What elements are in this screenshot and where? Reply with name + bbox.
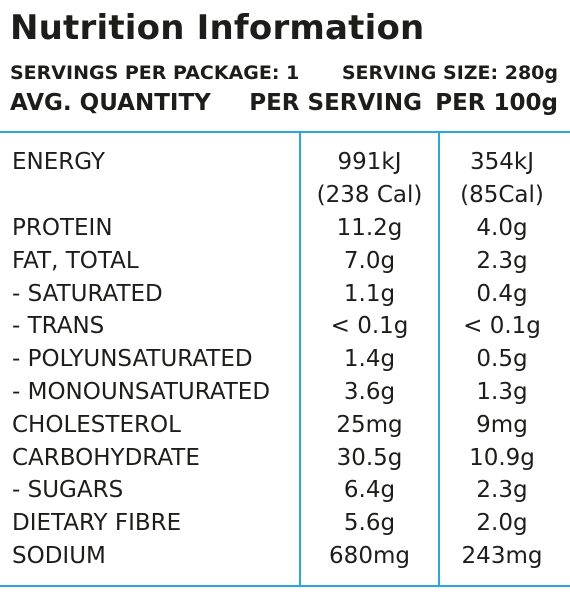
per-100g-value: 2.0g xyxy=(476,510,528,537)
table-row: CARBOHYDRATE 30.5g 10.9g xyxy=(0,442,570,475)
per-serving-value: 7.0g xyxy=(343,247,396,274)
header-avg-quantity: AVG. QUANTITY xyxy=(10,90,211,116)
per-100g-value: 2.3g xyxy=(476,247,528,274)
per-100g-value: 243mg xyxy=(461,542,543,569)
table-row: - TRANS < 0.1g < 0.1g xyxy=(0,310,570,343)
per-serving-value: 3.6g xyxy=(343,378,396,405)
nutrient-name: CARBOHYDRATE xyxy=(12,444,200,471)
nutrient-name: PROTEIN xyxy=(12,215,113,241)
serving-size: SERVING SIZE: 280g xyxy=(341,62,558,84)
nutrient-name: - TRANS xyxy=(12,313,105,340)
table-row: - SATURATED 1.1g 0.4g xyxy=(0,278,570,311)
per-serving-value: 1.4g xyxy=(343,346,396,373)
table-top-rule xyxy=(0,131,570,133)
per-serving-value: 6.4g xyxy=(343,477,396,504)
servings-info: SERVINGS PER PACKAGE: 1 SERVING SIZE: 28… xyxy=(10,62,558,84)
nutrient-table: ENERGY 991kJ (238 Cal) 354kJ (85Cal) PROTE… xyxy=(0,146,570,573)
table-row: CHOLESTEROL 25mg 9mg xyxy=(0,409,570,442)
column-divider-2 xyxy=(438,133,440,585)
per-100g-value: < 0.1g xyxy=(463,313,541,340)
nutrient-name: CHOLESTEROL xyxy=(12,411,181,438)
nutrient-name: - SATURATED xyxy=(12,280,163,307)
table-bottom-rule xyxy=(0,585,570,587)
nutrient-name: - POLYUNSATURATED xyxy=(12,346,253,373)
table-row: - SUGARS 6.4g 2.3g xyxy=(0,474,570,507)
header-per-100g: PER 100g xyxy=(435,90,558,116)
nutrient-name: DIETARY FIBRE xyxy=(12,510,182,537)
table-row: PROTEIN 11.2g 4.0g xyxy=(0,212,570,245)
per-100g-value: 354kJ (85Cal) xyxy=(460,149,544,208)
nutrient-name: ENERGY xyxy=(12,149,105,175)
per-serving-value: 5.6g xyxy=(343,510,396,537)
per-serving-value: 30.5g xyxy=(336,444,403,471)
per-100g-value: 10.9g xyxy=(469,444,535,471)
per-100g-value: 0.5g xyxy=(476,346,528,373)
panel-title: Nutrition Information xyxy=(10,8,425,48)
table-header: AVG. QUANTITY PER SERVING PER 100g xyxy=(10,90,558,122)
per-100g-value: 1.3g xyxy=(476,378,528,405)
per-serving-value: 991kJ (238 Cal) xyxy=(316,149,423,208)
nutrient-name: SODIUM xyxy=(12,542,106,569)
per-100g-value: 9mg xyxy=(476,411,528,438)
table-row: DIETARY FIBRE 5.6g 2.0g xyxy=(0,507,570,540)
table-row: FAT, TOTAL 7.0g 2.3g xyxy=(0,245,570,278)
table-row: - POLYUNSATURATED 1.4g 0.5g xyxy=(0,343,570,376)
table-row: - MONOUNSATURATED 3.6g 1.3g xyxy=(0,376,570,409)
servings-per-package: SERVINGS PER PACKAGE: 1 xyxy=(10,62,300,84)
nutrient-name: FAT, TOTAL xyxy=(12,247,139,274)
per-serving-value: 680mg xyxy=(329,542,410,569)
nutrient-name: - MONOUNSATURATED xyxy=(12,378,271,405)
per-100g-value: 4.0g xyxy=(476,215,528,241)
column-divider-1 xyxy=(299,133,301,585)
table-row-energy: ENERGY 991kJ (238 Cal) 354kJ (85Cal) xyxy=(0,146,570,212)
per-serving-value: < 0.1g xyxy=(330,313,409,340)
header-per-serving: PER SERVING xyxy=(249,90,422,116)
nutrient-name: - SUGARS xyxy=(12,477,124,504)
per-serving-value: 11.2g xyxy=(336,215,403,241)
per-serving-value: 1.1g xyxy=(343,280,396,307)
per-100g-value: 2.3g xyxy=(476,477,528,504)
per-100g-value: 0.4g xyxy=(476,280,528,307)
per-serving-value: 25mg xyxy=(336,411,403,438)
table-row: SODIUM 680mg 243mg xyxy=(0,540,570,573)
